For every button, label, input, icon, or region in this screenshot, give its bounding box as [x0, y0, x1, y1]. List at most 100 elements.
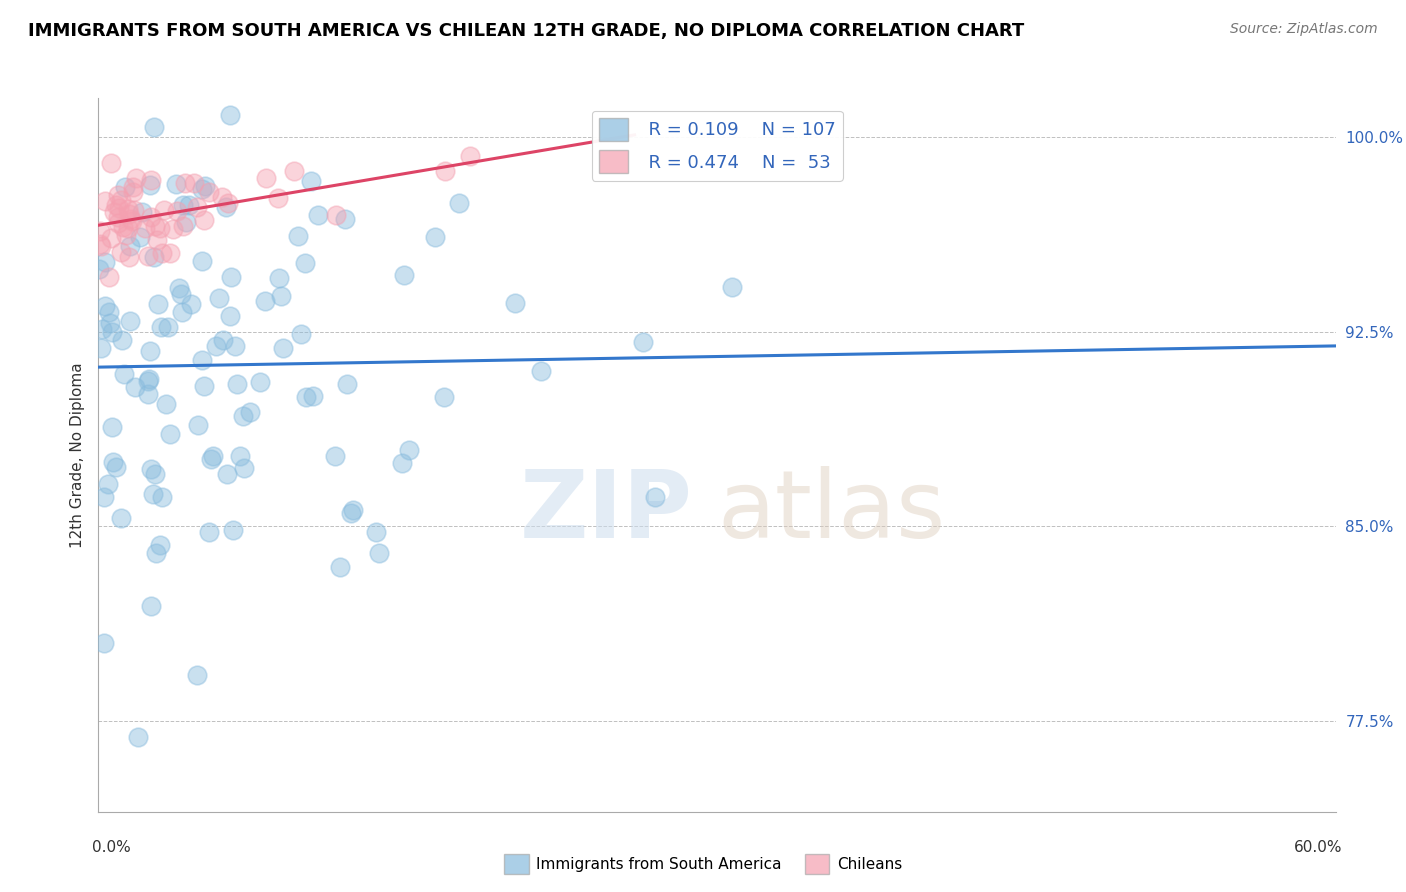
Point — [98, 269, 121, 284]
Point — [177, 198, 200, 212]
Point — [159, 426, 181, 441]
Point — [93, 490, 115, 504]
Point — [129, 230, 152, 244]
Point — [172, 305, 194, 319]
Point — [191, 254, 214, 268]
Point — [89, 237, 111, 252]
Point — [136, 387, 159, 401]
Point — [162, 222, 184, 236]
Point — [447, 196, 470, 211]
Point — [157, 319, 180, 334]
Point — [127, 731, 149, 745]
Point — [117, 202, 139, 216]
Point — [176, 215, 198, 229]
Point — [340, 506, 363, 520]
Point — [211, 190, 233, 204]
Point — [122, 185, 145, 199]
Point — [104, 198, 127, 212]
Point — [111, 220, 134, 235]
Point — [138, 372, 160, 386]
Point — [229, 449, 252, 463]
Point — [94, 194, 117, 209]
Point — [336, 377, 359, 392]
Point — [118, 207, 141, 221]
Point — [149, 538, 172, 552]
Point — [323, 449, 346, 463]
Point — [122, 202, 145, 217]
Point — [299, 174, 322, 188]
Point — [107, 211, 129, 225]
Point — [89, 224, 111, 238]
Point — [150, 245, 173, 260]
Point — [205, 339, 228, 353]
Point — [90, 341, 112, 355]
Point — [342, 502, 364, 516]
Point — [433, 391, 456, 405]
Point — [290, 326, 312, 341]
Point — [120, 239, 142, 253]
Point — [136, 250, 159, 264]
Point — [150, 490, 173, 504]
Point — [149, 319, 172, 334]
Point — [114, 179, 136, 194]
Point — [212, 334, 235, 348]
Point — [222, 523, 245, 537]
Point — [93, 636, 115, 650]
Point — [142, 250, 165, 264]
Legend:   R = 0.109    N = 107,   R = 0.474    N =  53: R = 0.109 N = 107, R = 0.474 N = 53 — [592, 111, 842, 180]
Point — [224, 339, 246, 353]
Point — [103, 204, 125, 219]
Point — [148, 297, 170, 311]
Point — [239, 405, 262, 419]
Point — [166, 204, 188, 219]
Point — [139, 599, 162, 613]
Point — [201, 449, 224, 463]
Point — [134, 220, 156, 235]
Point — [120, 211, 142, 226]
Point — [198, 185, 221, 199]
Point — [368, 546, 391, 560]
Point — [94, 254, 117, 268]
Point — [218, 108, 240, 122]
Text: atlas: atlas — [717, 466, 945, 558]
Point — [146, 233, 169, 247]
Point — [271, 341, 294, 355]
Point — [335, 211, 357, 226]
Point — [100, 326, 122, 340]
Point — [143, 467, 166, 481]
Point — [139, 178, 162, 193]
Point — [307, 208, 329, 222]
Point — [423, 230, 446, 244]
Point — [172, 198, 194, 212]
Point — [120, 314, 142, 328]
Point — [721, 279, 744, 293]
Point — [118, 250, 141, 264]
Point — [208, 291, 231, 305]
Text: Source: ZipAtlas.com: Source: ZipAtlas.com — [1230, 22, 1378, 37]
Point — [187, 418, 209, 433]
Point — [232, 409, 254, 423]
Point — [165, 177, 187, 191]
Point — [124, 380, 146, 394]
Point — [104, 460, 127, 475]
Point — [249, 376, 271, 390]
Point — [107, 216, 129, 230]
Point — [101, 455, 124, 469]
Point — [294, 256, 316, 270]
Point — [97, 305, 120, 319]
Point — [287, 228, 309, 243]
Point — [503, 296, 526, 310]
Point — [394, 268, 416, 283]
Point — [131, 205, 153, 219]
Point — [172, 219, 194, 233]
Point — [121, 213, 143, 227]
Point — [139, 211, 162, 225]
Point — [193, 379, 215, 393]
Point — [90, 239, 112, 253]
Point — [117, 220, 139, 235]
Point — [143, 219, 166, 233]
Point — [226, 376, 249, 391]
Point — [183, 176, 205, 190]
Point — [329, 560, 352, 574]
Y-axis label: 12th Grade, No Diploma: 12th Grade, No Diploma — [69, 362, 84, 548]
